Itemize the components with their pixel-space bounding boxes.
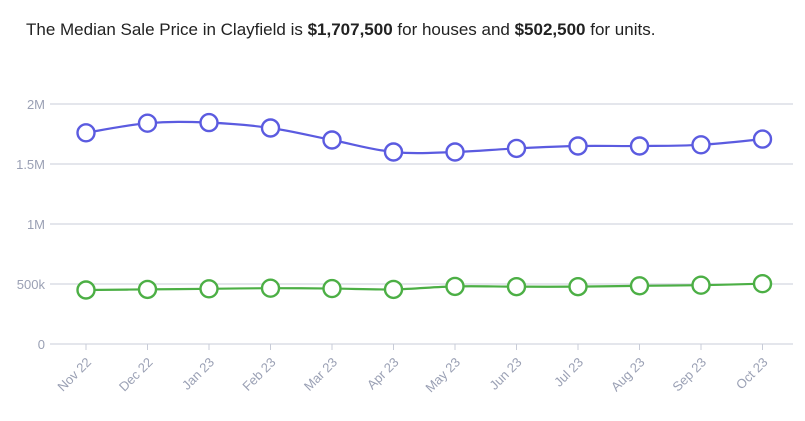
y-tick-label: 2M — [27, 97, 45, 112]
houses-data-point — [568, 136, 588, 156]
y-tick-label: 500k — [17, 277, 46, 292]
units-data-point — [260, 278, 281, 298]
x-tick-label: Sep 23 — [669, 355, 709, 395]
units-data-point — [629, 276, 650, 296]
x-tick-label: Apr 23 — [364, 355, 402, 393]
units-data-point — [322, 278, 342, 299]
houses-data-point — [260, 118, 281, 138]
x-tick-label: Oct 23 — [733, 355, 771, 393]
units-data-point — [383, 279, 404, 300]
houses-data-point — [137, 113, 158, 133]
houses-data-point — [506, 138, 527, 159]
headline-middle: for houses and — [392, 20, 515, 39]
x-tick-label: Aug 23 — [608, 355, 648, 395]
houses-data-point — [322, 130, 342, 150]
x-tick-label: Dec 22 — [116, 355, 156, 395]
chart-headline: The Median Sale Price in Clayfield is $1… — [26, 20, 655, 40]
houses-data-point — [383, 142, 404, 162]
houses-data-point — [752, 129, 773, 149]
x-tick-label: Mar 23 — [301, 355, 340, 394]
x-tick-label: Jan 23 — [179, 355, 217, 393]
house-price-value: $1,707,500 — [307, 20, 393, 39]
headline-suffix: for units. — [585, 20, 656, 39]
units-series-line — [85, 282, 763, 292]
x-tick-label: Jun 23 — [486, 355, 524, 393]
units-data-point — [568, 276, 588, 297]
houses-data-point — [691, 135, 711, 155]
units-data-point — [506, 276, 527, 297]
x-tick-label: May 23 — [422, 355, 463, 396]
units-data-point — [691, 275, 711, 295]
y-tick-label: 0 — [38, 337, 45, 352]
houses-data-point — [445, 142, 465, 162]
houses-data-point — [199, 112, 219, 133]
houses-series-line — [85, 120, 763, 155]
units-data-point — [752, 274, 773, 294]
houses-data-point — [629, 136, 650, 156]
headline-prefix: The Median Sale Price in Clayfield is — [26, 20, 308, 39]
units-data-point — [199, 279, 219, 299]
x-tick-label: Feb 23 — [239, 355, 278, 394]
units-data-point — [445, 276, 465, 297]
x-tick-label: Nov 22 — [54, 355, 94, 395]
unit-price-value: $502,500 — [514, 20, 586, 39]
houses-data-point — [76, 123, 96, 143]
units-data-point — [76, 280, 96, 300]
units-data-point — [137, 279, 158, 300]
y-tick-label: 1M — [27, 217, 45, 232]
x-tick-label: Jul 23 — [551, 355, 586, 390]
y-tick-label: 1.5M — [16, 157, 45, 172]
